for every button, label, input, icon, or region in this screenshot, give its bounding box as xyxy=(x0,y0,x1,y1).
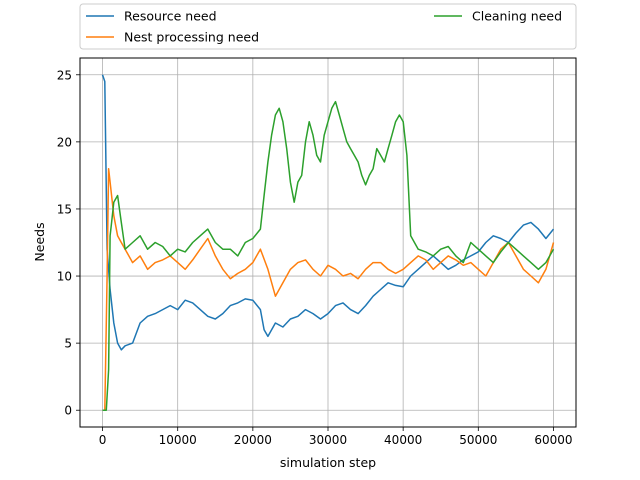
x-axis: 0 10000 20000 30000 40000 50000 60000 xyxy=(99,427,573,447)
x-tick-label: 10000 xyxy=(159,433,197,447)
y-tick-label: 0 xyxy=(64,404,72,418)
x-tick-label: 30000 xyxy=(309,433,347,447)
series-line-nest-processing-need xyxy=(102,167,555,411)
x-tick-label: 50000 xyxy=(459,433,497,447)
x-tick-label: 60000 xyxy=(534,433,572,447)
legend: Resource need Nest processing need Cleanin… xyxy=(79,3,577,50)
series-line-resource-need xyxy=(101,74,555,351)
series-layer xyxy=(101,74,555,411)
y-tick-label: 20 xyxy=(57,135,72,149)
x-tick-label: 20000 xyxy=(234,433,272,447)
grid xyxy=(80,58,576,427)
y-axis: 0 5 10 15 20 25 xyxy=(57,68,80,418)
x-tick-label: 0 xyxy=(99,433,107,447)
y-tick-label: 15 xyxy=(57,202,72,216)
y-axis-label: Needs xyxy=(32,222,47,261)
y-tick-label: 25 xyxy=(57,68,72,82)
legend-label-nest-processing-need: Nest processing need xyxy=(124,30,259,45)
legend-label-resource-need: Resource need xyxy=(124,9,217,24)
x-axis-label: simulation step xyxy=(280,455,376,470)
y-tick-label: 5 xyxy=(64,337,72,351)
x-tick-label: 40000 xyxy=(384,433,422,447)
legend-label-cleaning-need: Cleaning need xyxy=(472,9,562,24)
series-line-cleaning-need xyxy=(102,100,555,411)
y-tick-label: 10 xyxy=(57,270,72,284)
